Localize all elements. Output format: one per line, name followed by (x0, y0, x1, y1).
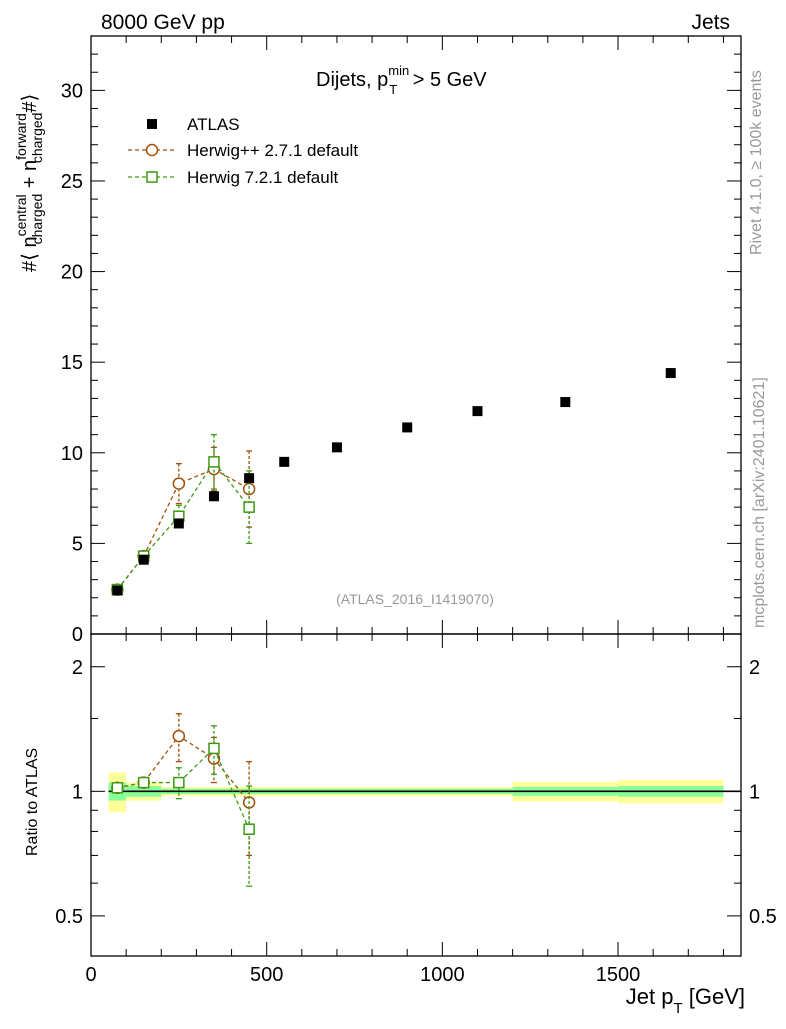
xtick-label: 0 (85, 964, 96, 986)
atlas-point (138, 554, 149, 565)
analysis-id-label: (ATLAS_2016_I1419070) (336, 591, 494, 607)
legend-herwigpp-label: Herwig++ 2.7.1 default (187, 141, 358, 160)
herwig7-point (137, 776, 150, 789)
atlas-point (208, 491, 219, 502)
herwig7-point (208, 742, 220, 755)
atlas-point (244, 473, 255, 484)
ratio-ytick-label-right: 1 (749, 781, 760, 803)
chart-title: Dijets, pmin T > 5 GeV (316, 63, 487, 97)
atlas-point (112, 585, 123, 596)
xtick-label: 500 (250, 964, 283, 986)
herwig7-point (243, 823, 255, 835)
herwig7-point (173, 776, 185, 789)
ratio-plot: 0 500 1000 1500 0.5 0.5 1 1 2 2 (55, 633, 777, 986)
atlas-point (560, 397, 571, 408)
ratio-ytick-label: 1 (72, 781, 83, 803)
legend-atlas-marker (147, 119, 157, 129)
herwig7-line (117, 747, 250, 830)
ratio-frame (90, 633, 742, 957)
ratio-ytick-label-right: 0.5 (749, 906, 777, 928)
ratio-ytick-label: 0.5 (55, 906, 83, 928)
main-ytick-label: 20 (61, 262, 83, 284)
rivet-version-label: Rivet 4.1.0, ≥ 100k events (748, 70, 765, 255)
ratio-ytick-label-right: 2 (749, 657, 760, 679)
xtick-label: 1500 (596, 964, 641, 986)
main-ytick-label: 30 (61, 80, 83, 102)
herwigpp-point (172, 729, 186, 743)
herwigpp-point (172, 477, 186, 490)
herwig7-point (208, 456, 220, 468)
header-energy-label: 8000 GeV pp (101, 11, 225, 34)
main-ytick-label: 0 (72, 624, 83, 646)
mcplots-label: mcplots.cern.ch [arXiv:2401.10621] (751, 377, 768, 628)
xaxis-label: Jet pT [GeV] (626, 984, 745, 1017)
main-ytick-label: 25 (61, 171, 83, 193)
atlas-point (279, 456, 290, 467)
atlas-point (665, 368, 676, 379)
main-plot: 0 5 10 15 20 25 30 ATLAS Herwig++ 2.7.1 default H… (61, 35, 742, 646)
atlas-point (472, 406, 483, 417)
main-ytick-label: 15 (61, 352, 83, 374)
ratio-ylabel: Ratio to ATLAS (24, 748, 41, 856)
ratio-ytick-label: 2 (72, 657, 83, 679)
xtick-label: 1000 (420, 964, 465, 986)
main-ytick-label: 10 (61, 443, 83, 465)
legend-herwig7-label: Herwig 7.2.1 default (187, 168, 338, 187)
legend-herwigpp-marker (145, 143, 159, 157)
main-ytick-label: 5 (72, 533, 83, 555)
legend-herwig7-marker (146, 171, 158, 183)
herwig7-point (243, 501, 255, 513)
herwig7-point (111, 782, 124, 794)
atlas-point (331, 442, 342, 453)
atlas-point (173, 518, 184, 529)
atlas-point (402, 422, 413, 433)
legend-atlas-label: ATLAS (187, 115, 240, 134)
herwig7-line (116, 460, 250, 591)
header-jets-label: Jets (691, 11, 730, 34)
main-ylabel: #⟨ ncentralcharged + nforwardcharged#⟩ (13, 94, 45, 272)
